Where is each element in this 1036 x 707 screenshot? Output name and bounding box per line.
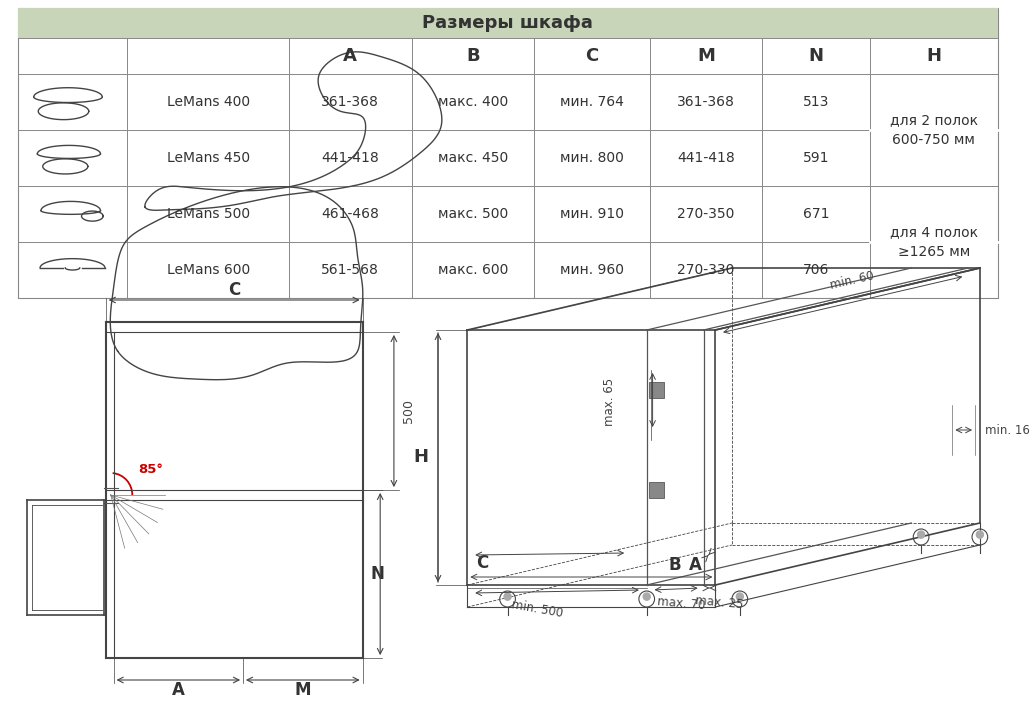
Text: мин. 960: мин. 960 xyxy=(559,263,624,277)
Text: мин. 910: мин. 910 xyxy=(559,207,624,221)
Bar xyxy=(18,8,998,38)
Text: макс. 500: макс. 500 xyxy=(437,207,508,221)
Text: A: A xyxy=(689,556,702,574)
Text: LeMans 450: LeMans 450 xyxy=(167,151,250,165)
Text: 270-330: 270-330 xyxy=(678,263,735,277)
Text: C: C xyxy=(585,47,599,65)
Text: A: A xyxy=(343,47,357,65)
Circle shape xyxy=(918,531,924,538)
Text: max. 25: max. 25 xyxy=(695,595,744,612)
Text: 270-350: 270-350 xyxy=(678,207,735,221)
Text: 671: 671 xyxy=(803,207,830,221)
Text: макс. 600: макс. 600 xyxy=(437,263,508,277)
Text: A: A xyxy=(172,681,184,699)
Bar xyxy=(649,382,664,398)
Text: N: N xyxy=(371,565,384,583)
Text: M: M xyxy=(294,681,311,699)
Text: C: C xyxy=(476,554,488,572)
Bar xyxy=(649,482,664,498)
Text: LeMans 500: LeMans 500 xyxy=(167,207,250,221)
Bar xyxy=(18,8,998,298)
Circle shape xyxy=(505,593,511,600)
Text: 561-568: 561-568 xyxy=(321,263,379,277)
Text: min. 16: min. 16 xyxy=(985,423,1030,436)
Text: max. 70: max. 70 xyxy=(657,595,706,612)
Text: 361-368: 361-368 xyxy=(678,95,735,109)
Text: B: B xyxy=(466,47,480,65)
Text: LeMans 600: LeMans 600 xyxy=(167,263,250,277)
Text: макс. 400: макс. 400 xyxy=(437,95,508,109)
Text: 441-418: 441-418 xyxy=(678,151,735,165)
Text: 591: 591 xyxy=(803,151,830,165)
Text: мин. 764: мин. 764 xyxy=(559,95,624,109)
Text: LeMans 400: LeMans 400 xyxy=(167,95,250,109)
Circle shape xyxy=(737,593,744,600)
Text: N: N xyxy=(809,47,824,65)
Text: 461-468: 461-468 xyxy=(321,207,379,221)
Text: B: B xyxy=(669,556,682,574)
Text: M: M xyxy=(697,47,715,65)
Text: 500: 500 xyxy=(402,399,414,423)
Text: Размеры шкафа: Размеры шкафа xyxy=(422,14,593,32)
Text: min. 60: min. 60 xyxy=(829,269,875,292)
Circle shape xyxy=(643,593,651,600)
Circle shape xyxy=(976,531,983,538)
Text: 706: 706 xyxy=(803,263,830,277)
Text: 85°: 85° xyxy=(138,463,163,476)
Text: для 4 полок
≥1265 мм: для 4 полок ≥1265 мм xyxy=(890,225,978,259)
Text: 441-418: 441-418 xyxy=(321,151,379,165)
Text: max. 65: max. 65 xyxy=(603,378,615,426)
Text: H: H xyxy=(926,47,942,65)
Text: 513: 513 xyxy=(803,95,830,109)
Text: C: C xyxy=(228,281,240,299)
Text: макс. 450: макс. 450 xyxy=(437,151,508,165)
Text: min. 500: min. 500 xyxy=(511,599,565,621)
Text: мин. 800: мин. 800 xyxy=(559,151,624,165)
Text: H: H xyxy=(413,448,428,467)
Text: для 2 полок
600-750 мм: для 2 полок 600-750 мм xyxy=(890,112,978,147)
Text: 361-368: 361-368 xyxy=(321,95,379,109)
